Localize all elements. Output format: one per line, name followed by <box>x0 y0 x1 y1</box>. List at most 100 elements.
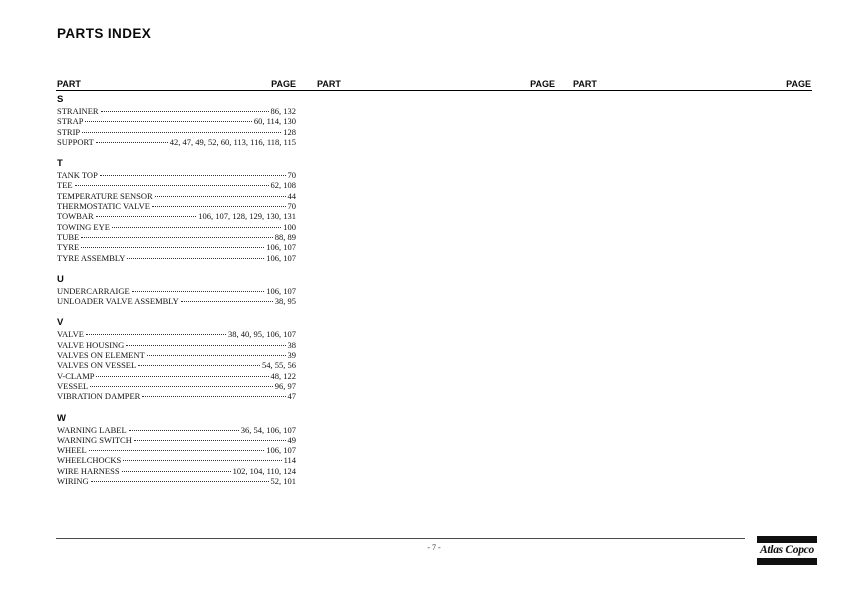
index-entry: VALVES ON ELEMENT 39 <box>57 350 296 360</box>
page-title: PARTS INDEX <box>57 26 152 41</box>
index-entry: V-CLAMP 48, 122 <box>57 371 296 381</box>
part-name: TYRE <box>57 242 80 253</box>
section-letter: W <box>57 412 66 424</box>
part-pages: 106, 107 <box>266 445 296 456</box>
dot-leader <box>146 355 286 357</box>
index-entry: TYRE 106, 107 <box>57 242 296 252</box>
part-pages: 106, 107 <box>266 242 296 253</box>
dot-leader <box>100 111 269 112</box>
index-entry: WARNING LABEL 36, 54, 106, 107 <box>57 425 296 435</box>
part-pages: 38, 40, 95, 106, 107 <box>228 329 296 340</box>
part-name: THERMOSTATIC VALVE <box>57 201 150 212</box>
index-entry: UNDERCARRAIGE 106, 107 <box>57 286 296 296</box>
logo-brand-text: Atlas Copco <box>760 544 814 556</box>
logo-bottom-bar <box>757 558 817 565</box>
dot-leader <box>99 175 286 177</box>
dot-leader <box>95 141 168 143</box>
part-pages: 36, 54, 106, 107 <box>240 424 296 435</box>
parts-index-column: S STRAINER 86, 132 STRAP 60, 114, 130 STRIP 12… <box>57 94 296 497</box>
dot-leader <box>96 375 269 377</box>
index-entry: WARNING SWITCH 49 <box>57 435 296 445</box>
part-name: TUBE <box>57 231 80 242</box>
index-entry: STRAP 60, 114, 130 <box>57 116 296 126</box>
part-pages: 44 <box>287 190 297 201</box>
index-section-t: T TANK TOP 70 TEE 62, 108 TEMPERATURE SENSOR 4… <box>57 158 296 263</box>
dot-leader <box>85 334 226 336</box>
dot-leader <box>131 290 265 292</box>
part-pages: 106, 107 <box>266 252 296 263</box>
part-name: WARNING SWITCH <box>57 434 132 445</box>
index-entry: WIRING 52, 101 <box>57 476 296 486</box>
page-column-label: PAGE <box>786 79 811 89</box>
index-entry: TANK TOP 70 <box>57 170 296 180</box>
index-entry: VALVES ON VESSEL 54, 55, 56 <box>57 360 296 370</box>
dot-leader <box>90 385 273 387</box>
part-name: WARNING LABEL <box>57 424 127 435</box>
dot-leader <box>180 301 273 303</box>
part-name: SUPPORT <box>57 136 94 147</box>
section-letter: S <box>57 94 64 105</box>
part-pages: 39 <box>287 350 297 361</box>
index-entry: VESSEL 96, 97 <box>57 381 296 391</box>
part-pages: 47 <box>287 391 297 402</box>
footer-rule <box>56 538 745 539</box>
dot-leader <box>121 470 231 472</box>
index-section-s: S STRAINER 86, 132 STRAP 60, 114, 130 STRIP 12… <box>57 94 296 147</box>
part-pages: 88, 89 <box>274 231 296 242</box>
section-letter: U <box>57 273 64 285</box>
dot-leader <box>81 236 273 238</box>
part-pages: 86, 132 <box>270 106 297 116</box>
part-name: TANK TOP <box>57 170 98 181</box>
part-pages: 106, 107 <box>266 285 296 296</box>
column-header-1: PART PAGE <box>57 79 296 89</box>
index-entry: TEMPERATURE SENSOR 44 <box>57 191 296 201</box>
part-name: UNDERCARRAIGE <box>57 285 130 296</box>
index-entry: STRAINER 86, 132 <box>57 106 296 116</box>
part-pages: 48, 122 <box>270 370 297 381</box>
index-entry: STRIP 128 <box>57 127 296 137</box>
part-name: WIRING <box>57 476 89 487</box>
dot-leader <box>111 226 282 228</box>
page-number: - 7 - <box>427 543 441 552</box>
index-entry: VALVE HOUSING 38 <box>57 340 296 350</box>
part-pages: 70 <box>287 170 297 181</box>
part-pages: 70 <box>287 201 297 212</box>
atlas-copco-logo: Atlas Copco <box>757 536 817 565</box>
part-pages: 52, 101 <box>270 476 297 487</box>
part-name: VALVES ON ELEMENT <box>57 350 145 361</box>
part-name: TOWBAR <box>57 211 94 222</box>
part-pages: 102, 104, 110, 124 <box>232 465 296 476</box>
part-pages: 96, 97 <box>274 380 296 391</box>
part-column-label: PART <box>57 79 81 89</box>
index-section-w: W WARNING LABEL 36, 54, 106, 107 WARNING SW… <box>57 413 296 487</box>
part-name: STRAINER <box>57 106 99 116</box>
index-section-u: U UNDERCARRAIGE 106, 107 UNLOADER VALVE ASS… <box>57 274 296 307</box>
part-name: STRAP <box>57 116 84 127</box>
part-name: UNLOADER VALVE ASSEMBLY <box>57 296 179 307</box>
part-name: TYRE ASSEMBLY <box>57 252 126 263</box>
part-pages: 106, 107, 128, 129, 130, 131 <box>198 211 296 222</box>
dot-leader <box>95 216 197 218</box>
dot-leader <box>133 439 286 441</box>
dot-leader <box>74 185 269 187</box>
dot-leader <box>90 481 269 483</box>
dot-leader <box>88 450 265 452</box>
index-entry: TUBE 88, 89 <box>57 232 296 242</box>
page-column-label: PAGE <box>530 79 555 89</box>
dot-leader <box>142 396 286 398</box>
section-letter: T <box>57 158 63 170</box>
index-section-v: V VALVE 38, 40, 95, 106, 107 VALVE HOUSING 3… <box>57 317 296 401</box>
dot-leader <box>81 247 265 249</box>
section-letter: V <box>57 317 64 329</box>
part-pages: 62, 108 <box>270 180 297 191</box>
dot-leader <box>151 206 286 208</box>
dot-leader <box>127 257 265 259</box>
index-entry: WHEELCHOCKS 114 <box>57 455 296 465</box>
part-pages: 38, 95 <box>274 296 296 307</box>
part-name: TEE <box>57 180 73 191</box>
dot-leader <box>123 460 282 462</box>
header-rule <box>56 90 812 91</box>
index-entry: VALVE 38, 40, 95, 106, 107 <box>57 329 296 339</box>
part-pages: 42, 47, 49, 52, 60, 113, 116, 118, 115 <box>169 136 296 147</box>
part-name: V-CLAMP <box>57 370 95 381</box>
